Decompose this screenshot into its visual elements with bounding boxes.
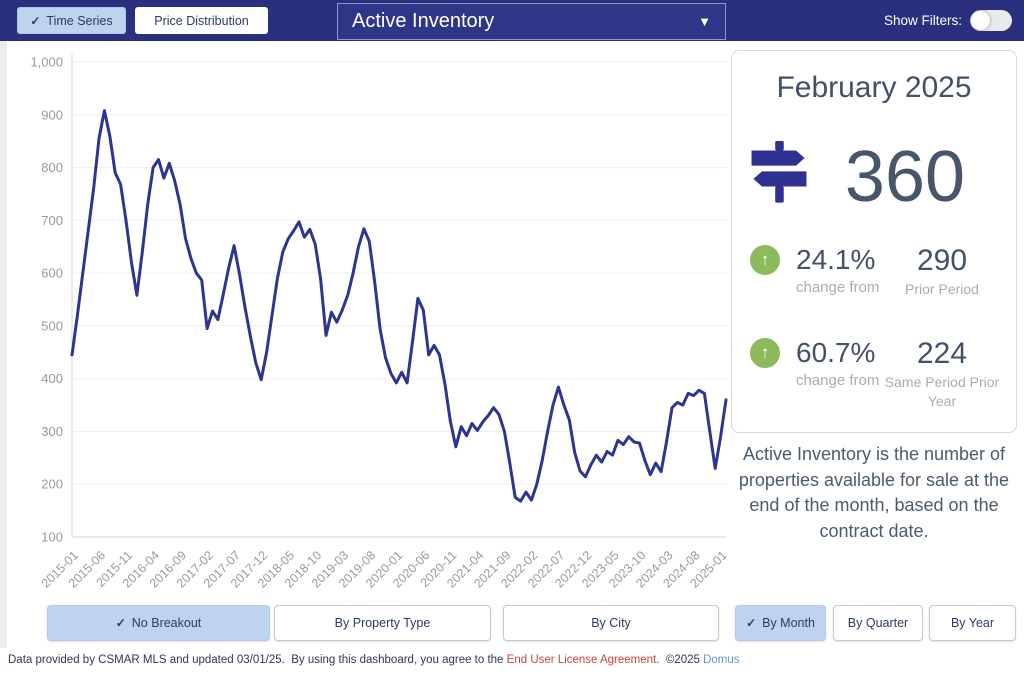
prior-period-value: 290 bbox=[916, 244, 968, 277]
svg-text:900: 900 bbox=[41, 107, 63, 122]
domus-link[interactable]: Domus bbox=[703, 654, 740, 666]
by-year-button[interactable]: By Year bbox=[929, 605, 1016, 641]
chevron-down-icon: ▼ bbox=[698, 14, 711, 29]
toggle-knob-icon bbox=[971, 11, 990, 30]
pct-change: 24.1% bbox=[796, 244, 876, 275]
pct-change-sub: change from bbox=[796, 278, 880, 296]
license-agreement-link[interactable]: End User License Agreement bbox=[506, 654, 657, 666]
svg-text:300: 300 bbox=[41, 424, 63, 439]
time-series-tab[interactable]: ✓ Time Series bbox=[17, 7, 126, 34]
no-breakout-button[interactable]: ✓ No Breakout bbox=[47, 605, 270, 641]
time-series-label: Time Series bbox=[46, 13, 113, 28]
check-icon: ✓ bbox=[115, 616, 126, 630]
by-city-button[interactable]: By City bbox=[503, 605, 719, 641]
svg-text:200: 200 bbox=[41, 477, 63, 492]
prior-period-label: Prior Period bbox=[905, 280, 979, 297]
up-arrow-icon: ↑ bbox=[750, 245, 780, 275]
top-bar: ✓ Time Series Price Distribution Active … bbox=[0, 0, 1024, 41]
summary-card: February 2025 360 ↑ 24.1% change from 29… bbox=[731, 50, 1017, 433]
signpost-icon bbox=[751, 141, 807, 203]
svg-text:700: 700 bbox=[41, 213, 63, 228]
pct-change-sub: change from bbox=[796, 372, 880, 390]
prior-year-label: Same Period Prior Year bbox=[884, 373, 1000, 409]
svg-text:500: 500 bbox=[41, 318, 63, 333]
active-inventory-chart[interactable]: 1,000 900 800 700 600 500 400 300 200 100 2015-01 2… bbox=[8, 44, 730, 600]
period-title: February 2025 bbox=[776, 71, 972, 104]
metric-dropdown[interactable]: Active Inventory ▼ bbox=[337, 3, 726, 40]
svg-text:1,000: 1,000 bbox=[30, 55, 63, 70]
pct-change: 60.7% bbox=[796, 337, 876, 369]
no-breakout-label: No Breakout bbox=[131, 616, 202, 630]
stat-row-prior-year: ↑ 60.7% change from 224 Same Period Prio… bbox=[732, 338, 1016, 410]
by-year-label: By Year bbox=[950, 616, 995, 630]
current-value-row: 360 bbox=[732, 141, 1016, 213]
by-property-type-button[interactable]: By Property Type bbox=[274, 605, 491, 641]
svg-text:600: 600 bbox=[41, 266, 63, 281]
by-city-label: By City bbox=[591, 616, 631, 630]
price-distribution-label: Price Distribution bbox=[154, 13, 249, 28]
metric-dropdown-value: Active Inventory bbox=[352, 10, 495, 32]
left-gutter bbox=[0, 41, 7, 648]
show-filters-toggle[interactable] bbox=[970, 10, 1012, 31]
check-icon: ✓ bbox=[30, 13, 41, 28]
pct-block: 24.1% change from bbox=[790, 244, 880, 296]
stat-row-prior-period: ↑ 24.1% change from 290 Prior Period bbox=[732, 244, 1016, 298]
footer-prefix: Data provided by CSMAR MLS and updated 0… bbox=[8, 654, 507, 666]
ref-block: 290 Prior Period bbox=[880, 245, 1004, 298]
by-property-type-label: By Property Type bbox=[334, 616, 431, 630]
up-arrow-icon: ↑ bbox=[750, 338, 780, 369]
show-filters-label: Show Filters: bbox=[883, 13, 962, 28]
footer-text: Data provided by CSMAR MLS and updated 0… bbox=[8, 654, 740, 666]
line-chart-svg: 1,0009008007006005004003002001002015-012… bbox=[30, 54, 730, 591]
by-quarter-label: By Quarter bbox=[847, 616, 909, 630]
by-month-label: By Month bbox=[762, 616, 815, 630]
check-icon: ✓ bbox=[746, 616, 757, 630]
price-distribution-tab[interactable]: Price Distribution bbox=[135, 7, 268, 34]
svg-text:400: 400 bbox=[41, 371, 63, 386]
svg-text:800: 800 bbox=[41, 160, 63, 175]
prior-year-value: 224 bbox=[916, 337, 968, 371]
footer-middle: . ©2025 bbox=[656, 654, 704, 666]
by-month-button[interactable]: ✓ By Month bbox=[735, 605, 826, 641]
pct-block: 60.7% change from bbox=[790, 337, 880, 390]
ref-block: 224 Same Period Prior Year bbox=[880, 338, 1004, 410]
current-value: 360 bbox=[844, 137, 966, 217]
metric-description: Active Inventory is the number of proper… bbox=[738, 444, 1010, 541]
by-quarter-button[interactable]: By Quarter bbox=[833, 605, 923, 641]
footer: Data provided by CSMAR MLS and updated 0… bbox=[0, 648, 1024, 673]
svg-text:100: 100 bbox=[41, 530, 63, 545]
